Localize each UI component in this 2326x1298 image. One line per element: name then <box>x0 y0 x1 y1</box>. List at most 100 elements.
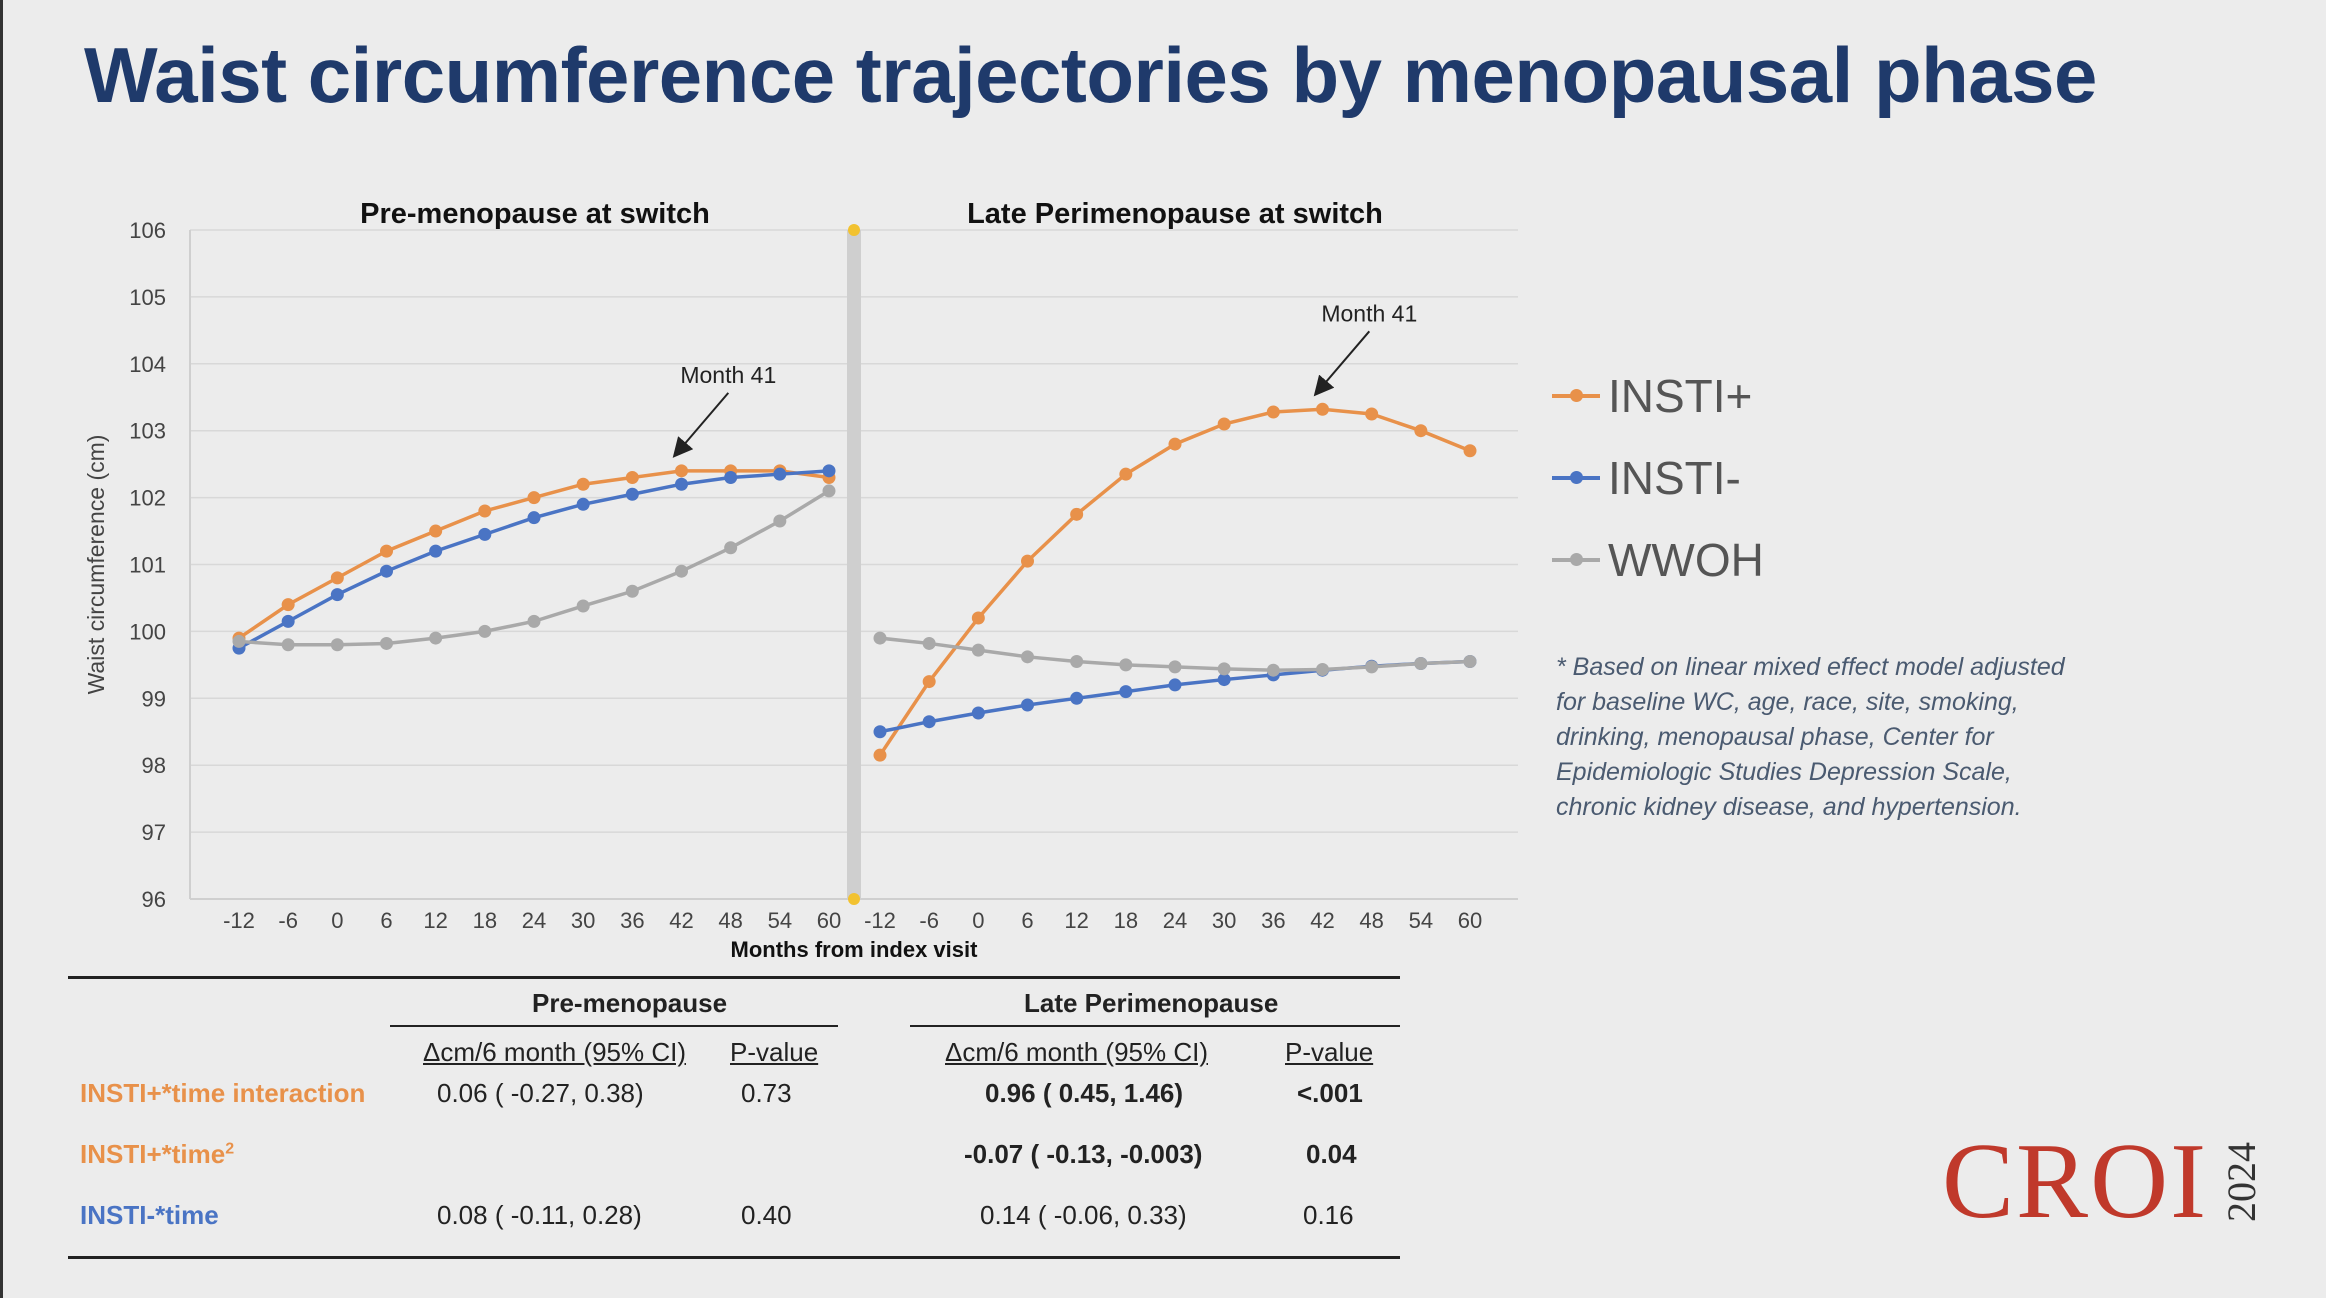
data-point-insti-plus <box>971 611 985 625</box>
panel-title: Pre-menopause at switch <box>360 198 710 230</box>
data-point-wwoh <box>1119 658 1133 672</box>
annotation-label: Month 41 <box>680 362 776 388</box>
data-point-wwoh <box>1217 662 1231 676</box>
x-tick-label: 36 <box>620 908 644 933</box>
data-point-insti-plus <box>380 544 393 558</box>
data-point-insti-plus <box>1365 407 1379 421</box>
data-point-insti-minus <box>1021 698 1034 712</box>
table-cell-late-p: <.001 <box>1297 1078 1363 1108</box>
table-cell-late-ci: -0.07 ( -0.13, -0.003) <box>964 1139 1203 1169</box>
x-axis-label: Months from index visit <box>731 937 979 962</box>
x-tick-label: -12 <box>864 908 896 933</box>
table-top-rule <box>68 976 1400 979</box>
data-point-wwoh <box>625 584 639 598</box>
data-point-insti-plus <box>1217 417 1231 431</box>
x-tick-label: 42 <box>1310 908 1334 933</box>
data-point-insti-plus <box>478 504 492 518</box>
x-tick-label: 60 <box>1458 908 1482 933</box>
x-tick-label: 24 <box>522 908 546 933</box>
table-col-late-p: P-value <box>1285 1037 1374 1067</box>
table-row-label-insti-plus-time: INSTI+*time interaction <box>80 1078 366 1108</box>
data-point-insti-plus <box>281 598 295 612</box>
data-point-insti-minus <box>330 588 344 602</box>
data-point-insti-minus <box>1217 673 1231 687</box>
data-point-insti-minus <box>380 564 393 578</box>
annotation-arrow <box>1313 330 1371 397</box>
x-tick-label: 30 <box>571 908 595 933</box>
data-point-wwoh <box>971 643 985 657</box>
y-tick-label: 98 <box>142 753 166 778</box>
data-point-insti-minus <box>281 614 295 628</box>
x-tick-label: 60 <box>817 908 841 933</box>
x-tick-label: 54 <box>768 908 792 933</box>
data-point-insti-minus <box>1168 678 1182 692</box>
y-tick-label: 104 <box>129 352 166 377</box>
y-tick-label: 105 <box>129 285 166 310</box>
data-point-insti-plus <box>576 477 590 491</box>
data-point-insti-plus <box>1168 437 1182 451</box>
data-point-insti-plus <box>1316 402 1329 416</box>
row-label-superscript: 2 <box>225 1140 235 1158</box>
data-point-wwoh <box>330 638 344 652</box>
x-tick-label: -12 <box>223 908 255 933</box>
table-col-pre-ci: Δcm/6 month (95% CI) <box>423 1037 686 1067</box>
model-footnote: * Based on linear mixed effect model adj… <box>1556 653 2065 821</box>
table-cell-late-ci: 0.14 ( -0.06, 0.33) <box>980 1200 1187 1230</box>
data-point-insti-minus <box>625 487 639 501</box>
late-group-rule <box>910 1025 1400 1027</box>
legend-label-insti-minus: INSTI- <box>1608 452 1741 504</box>
data-point-insti-minus <box>922 715 936 729</box>
x-tick-label: 18 <box>473 908 497 933</box>
data-point-insti-plus <box>625 471 639 485</box>
data-point-wwoh <box>232 634 246 648</box>
data-point-insti-minus <box>724 471 738 485</box>
x-tick-label: 6 <box>1021 908 1033 933</box>
data-point-insti-plus <box>1021 554 1034 568</box>
data-point-wwoh <box>380 636 393 650</box>
data-point-insti-minus <box>478 527 492 541</box>
y-tick-label: 97 <box>142 820 166 845</box>
legend-label-wwoh: WWOH <box>1608 534 1764 586</box>
data-point-insti-plus <box>675 464 688 478</box>
x-tick-label: -6 <box>919 908 939 933</box>
legend-swatch-insti-minus <box>1552 471 1600 484</box>
y-tick-label: 99 <box>142 686 166 711</box>
x-tick-label: 0 <box>972 908 984 933</box>
panel-title: Late Perimenopause at switch <box>967 198 1383 230</box>
annotation-arrow <box>672 392 730 458</box>
legend-swatch-wwoh <box>1552 553 1600 566</box>
data-point-insti-plus <box>1463 444 1477 458</box>
data-point-wwoh <box>527 614 541 628</box>
table-cell-pre-p: 0.40 <box>741 1200 792 1230</box>
data-point-insti-minus <box>527 511 541 525</box>
y-axis-label: Waist circumference (cm) <box>83 435 109 695</box>
data-point-insti-plus <box>527 491 541 505</box>
legend-swatch-insti-plus <box>1552 389 1600 402</box>
x-tick-label: 42 <box>669 908 693 933</box>
data-point-insti-plus <box>922 675 936 689</box>
pre-group-rule <box>390 1025 838 1027</box>
data-point-wwoh <box>478 624 492 638</box>
chart-legend: INSTI+ INSTI- WWOH <box>1552 355 1764 601</box>
slide-title: Waist circumference trajectories by meno… <box>84 31 2097 119</box>
legend-item-insti-minus: INSTI- <box>1552 437 1764 519</box>
table-cell-late-ci: 0.96 ( 0.45, 1.46) <box>985 1078 1184 1108</box>
data-point-insti-plus <box>873 748 887 762</box>
x-tick-label: 48 <box>1359 908 1383 933</box>
data-point-insti-minus <box>873 725 887 739</box>
table-cell-late-p: 0.04 <box>1306 1139 1357 1169</box>
table-row-label-insti-minus-time: INSTI-*time <box>80 1200 219 1230</box>
data-point-wwoh <box>1316 663 1329 677</box>
data-point-insti-plus <box>429 524 443 538</box>
data-point-wwoh <box>873 631 887 645</box>
table-cell-pre-ci: 0.08 ( -0.11, 0.28) <box>437 1200 642 1230</box>
x-tick-label: 0 <box>331 908 343 933</box>
data-point-insti-minus <box>429 544 443 558</box>
x-tick-label: -6 <box>278 908 298 933</box>
x-tick-label: 12 <box>1064 908 1088 933</box>
row-label-text: INSTI+*time <box>80 1139 226 1169</box>
x-tick-label: 6 <box>380 908 392 933</box>
data-point-wwoh <box>1414 657 1428 671</box>
x-tick-label: 12 <box>423 908 447 933</box>
y-tick-label: 103 <box>129 419 166 444</box>
